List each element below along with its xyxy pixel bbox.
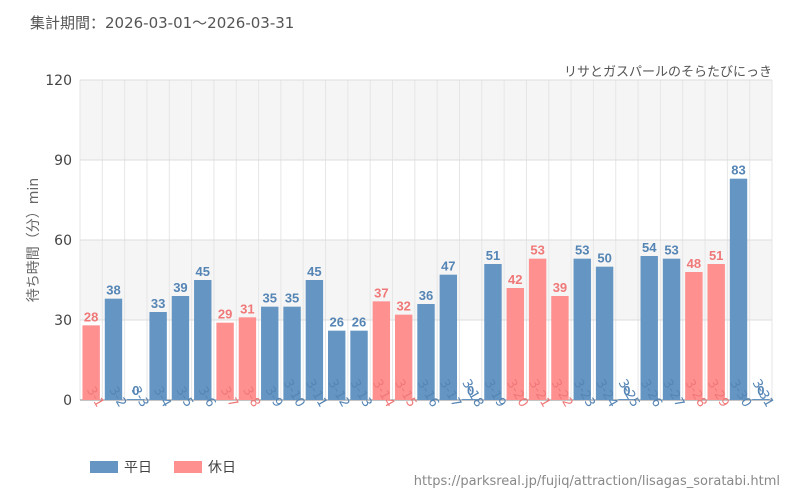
bar-value-label: 35 [263, 291, 277, 306]
bar-value-label: 36 [419, 288, 433, 303]
bar [484, 264, 502, 400]
bar-value-label: 39 [553, 280, 567, 295]
bar [461, 399, 480, 400]
bar-value-label: 83 [731, 163, 745, 178]
bar-value-label: 37 [374, 285, 388, 300]
bar [618, 399, 636, 400]
bar [662, 258, 681, 400]
bar-value-label: 26 [329, 315, 343, 330]
source-url: https://parksreal.jp/fujiq/attraction/li… [413, 474, 780, 489]
bar-value-label: 26 [352, 315, 366, 330]
bar [127, 399, 145, 400]
bar [551, 296, 569, 400]
bar-value-label: 0 [623, 383, 630, 398]
bar-value-label: 45 [307, 264, 321, 279]
bar-value-label: 0 [467, 383, 474, 398]
bar-value-label: 45 [196, 264, 210, 279]
bar-value-label: 51 [709, 248, 723, 263]
bar [328, 330, 346, 400]
bar-value-label: 42 [508, 272, 522, 287]
bar [394, 314, 413, 400]
legend-label-holiday: 休日 [208, 460, 236, 476]
y-tick-label: 120 [45, 73, 72, 89]
period-label: 集計期間：2026-03-01～2026-03-31 [30, 14, 295, 32]
bar-value-label: 38 [106, 283, 120, 298]
y-tick-label: 0 [63, 393, 72, 409]
bar [417, 304, 435, 400]
legend-swatch-holiday [174, 461, 202, 473]
bar [171, 296, 190, 400]
bar-value-label: 31 [240, 301, 254, 316]
bar [149, 312, 167, 400]
bar-value-label: 32 [396, 299, 410, 314]
legend-label-weekday: 平日 [124, 460, 152, 476]
bar-value-label: 35 [285, 291, 299, 306]
bar-value-label: 0 [757, 383, 764, 398]
bar [283, 306, 301, 400]
bar [261, 306, 279, 400]
bar [729, 178, 748, 400]
legend-item-weekday: 平日 [90, 457, 152, 477]
bar [506, 288, 524, 400]
bar-value-label: 48 [687, 256, 701, 271]
bar-value-label: 39 [173, 280, 187, 295]
y-tick-label: 60 [54, 233, 72, 249]
bar [528, 258, 547, 400]
bar [640, 256, 658, 400]
plot-band [80, 160, 772, 240]
bar-value-label: 54 [642, 240, 657, 255]
bar [707, 264, 725, 400]
bar [194, 280, 212, 400]
bar [685, 272, 703, 400]
bar [216, 322, 234, 400]
bar [82, 325, 100, 400]
bar [573, 258, 591, 400]
bar-value-label: 33 [151, 296, 165, 311]
bar [595, 266, 614, 400]
bar [104, 298, 123, 400]
y-tick-label: 90 [54, 153, 72, 169]
bar-value-label: 53 [575, 243, 589, 258]
legend: 平日 休日 [90, 457, 258, 477]
bar [305, 280, 324, 400]
bar-value-label: 29 [218, 307, 232, 322]
attraction-name: リサとガスパールのそらたびにっき [563, 65, 772, 80]
plot-band [80, 80, 772, 160]
legend-swatch-weekday [90, 461, 118, 473]
bar [238, 317, 257, 400]
bar-value-label: 51 [486, 248, 500, 263]
y-tick-label: 30 [54, 313, 72, 329]
legend-item-holiday: 休日 [174, 457, 236, 477]
bar-value-label: 47 [441, 259, 455, 274]
bar-value-label: 0 [132, 383, 139, 398]
bar [372, 301, 391, 400]
bar-value-label: 53 [530, 243, 544, 258]
bar-value-label: 28 [84, 309, 98, 324]
bar [350, 330, 368, 400]
bar-value-label: 53 [664, 243, 678, 258]
bar [439, 274, 458, 400]
bar-value-label: 50 [597, 251, 611, 266]
bar [752, 399, 770, 400]
